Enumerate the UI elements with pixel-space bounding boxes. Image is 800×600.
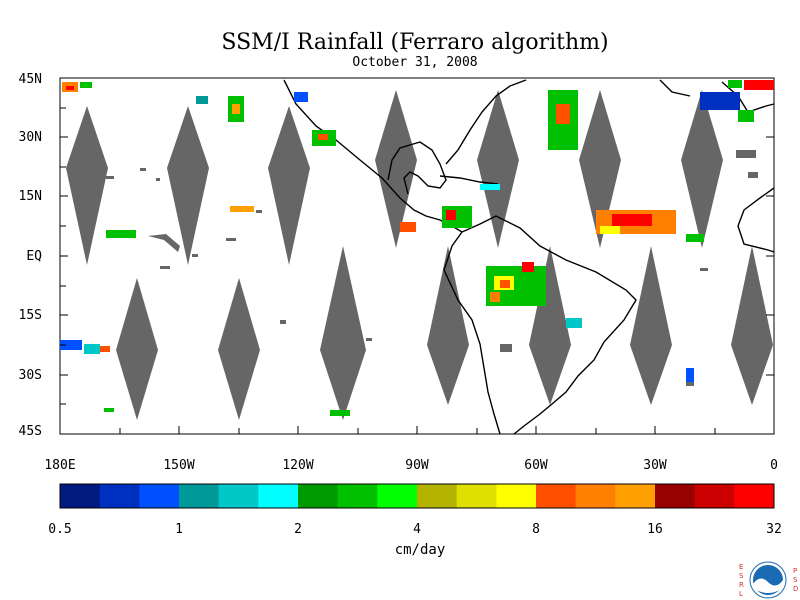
lat-label-15n: 15N	[18, 189, 42, 204]
colorbar-cell	[218, 484, 259, 508]
colorbar-cell	[655, 484, 696, 508]
swath-gap	[268, 106, 310, 265]
lon-label-90w: 90W	[405, 458, 429, 473]
swath-gap	[320, 246, 366, 420]
swath-gap	[630, 246, 672, 405]
colorbar-label-32: 32	[766, 522, 782, 537]
swath-gap	[579, 90, 621, 248]
lon-label-180e: 180E	[44, 458, 76, 473]
lon-label-30w: 30W	[643, 458, 667, 473]
colorbar-cell	[298, 484, 339, 508]
colorbar-cell	[734, 484, 775, 508]
colorbar	[59, 483, 775, 509]
colorbar-cell	[575, 484, 616, 508]
colorbar-cell	[337, 484, 378, 508]
colorbar-cell	[60, 484, 101, 508]
africa-coast	[737, 187, 775, 253]
logo-letter: E	[739, 563, 744, 571]
logo-letter: S	[793, 576, 798, 584]
rainfall-patches	[60, 80, 774, 416]
logo-letter: R	[739, 581, 744, 589]
colorbar-cell	[417, 484, 458, 508]
colorbar-cell	[179, 484, 220, 508]
colorbar-cell	[99, 484, 140, 508]
logo-letter: S	[739, 572, 744, 580]
swath-gap	[116, 278, 158, 420]
colorbar-label-4: 4	[413, 522, 421, 537]
colorbar-cell	[139, 484, 180, 508]
lat-label-45s: 45S	[18, 424, 42, 439]
cuba	[439, 175, 499, 185]
colorbar-cell	[615, 484, 656, 508]
swath-gap	[167, 106, 209, 265]
colorbar-cell	[456, 484, 497, 508]
swath-gap	[218, 278, 260, 420]
colorbar-cell	[258, 484, 299, 508]
colorbar-label-1: 1	[175, 522, 183, 537]
lon-label-60w: 60W	[524, 458, 548, 473]
logo-letter: D	[793, 585, 799, 593]
colorbar-cell	[496, 484, 537, 508]
colorbar-cell	[377, 484, 418, 508]
south-america-coast	[461, 215, 637, 435]
colorbar-unit: cm/day	[394, 542, 446, 558]
lat-label-45n: 45N	[18, 72, 42, 87]
plot-frame	[59, 77, 775, 435]
colorbar-label-16: 16	[647, 522, 663, 537]
lon-label-120w: 120W	[282, 458, 314, 473]
map-date: October 31, 2008	[352, 55, 478, 70]
map-title: SSM/I Rainfall (Ferraro algorithm)	[221, 30, 609, 55]
swath-gap	[731, 246, 773, 405]
swath-gap	[375, 90, 417, 248]
colorbar-label-2: 2	[294, 522, 302, 537]
tick-marks	[60, 107, 774, 434]
colorbar-label-8: 8	[532, 522, 540, 537]
lat-label-30n: 30N	[18, 130, 42, 145]
lon-label-150w: 150W	[163, 458, 195, 473]
newfoundland	[659, 79, 691, 97]
colorbar-cell	[694, 484, 735, 508]
lat-label-30s: 30S	[18, 368, 42, 383]
swath-gaps	[66, 90, 773, 420]
south-america-west	[443, 231, 501, 435]
colorbar-cell	[536, 484, 577, 508]
logo-letter: L	[739, 590, 743, 598]
gulf-coast	[387, 141, 447, 195]
noaa-esrl-psd-logo: E S R L P S D	[736, 560, 800, 600]
swath-gap	[477, 90, 519, 248]
logo-letter: P	[793, 567, 798, 575]
swath-gap	[66, 106, 108, 265]
swath-gap	[427, 246, 469, 405]
lat-label-15s: 15S	[18, 308, 42, 323]
swath-gap	[529, 246, 571, 405]
us-east-coast	[445, 79, 527, 165]
lon-label-0: 0	[770, 458, 778, 473]
colorbar-frame	[59, 483, 775, 509]
lat-label-eq: EQ	[26, 249, 42, 264]
swath-gap	[681, 90, 723, 248]
noaa-emblem-icon	[749, 561, 787, 599]
colorbar-label-0-5: 0.5	[48, 522, 72, 537]
